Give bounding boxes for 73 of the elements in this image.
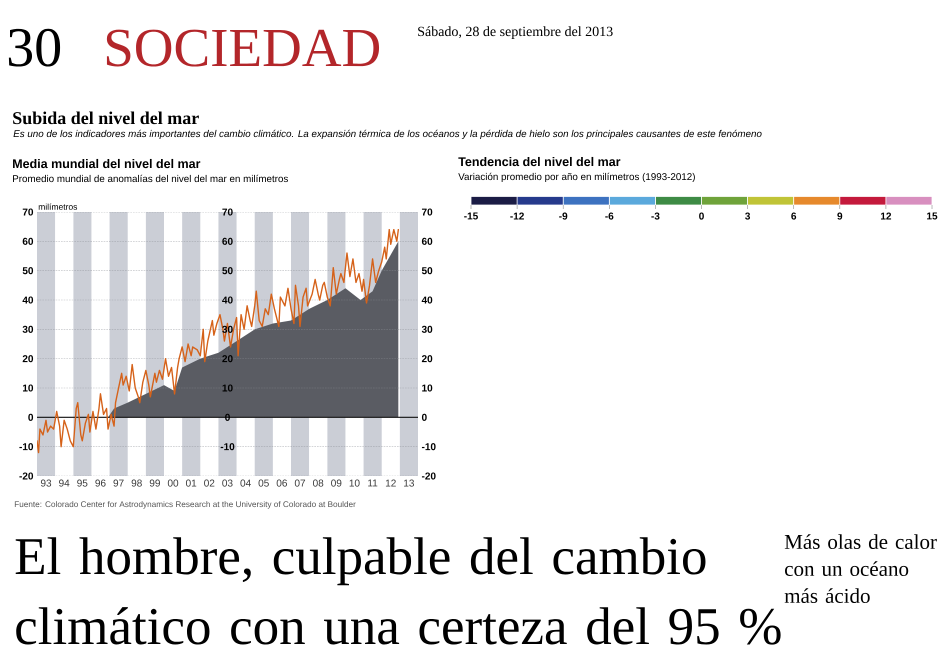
y-tick-label: 0 [28,414,34,421]
y-tick-label: -10 [19,443,34,450]
x-tick-label: 12 [880,212,892,220]
x-tick-label: 93 [40,480,52,487]
x-tick-label: 13 [404,480,414,487]
chart-title: Media mundial del nivel del mar [13,158,200,168]
x-tick-label: 08 [313,480,324,487]
x-tick-label: 98 [132,480,142,487]
y-tick-label: 50 [22,267,34,274]
y3-tick-label: 60 [222,238,233,245]
x-tick-label: 10 [350,480,360,487]
y3-tick-label: 50 [222,267,233,274]
y3-tick-label: 0 [225,414,230,421]
x-tick-label: -3 [651,212,660,220]
x-tick-label: 07 [294,480,306,487]
y2-tick-label: 50 [422,267,432,274]
y3-tick-label: -10 [220,443,234,450]
x-tick-label: 97 [113,480,124,487]
y3-tick-label: 70 [222,208,233,216]
x-tick-label: 6 [791,212,796,220]
x-tick-label: 03 [222,480,233,487]
text: El hombre, culpable del cambio climático con una certeza del 95 % [16,537,781,645]
chart-subtitle: Promedio mundial de anomalías del nivel del mar en milímetros [13,174,288,182]
chart-title: Tendencia del nivel del mar [458,156,620,166]
y3-tick-label: 40 [222,296,233,304]
x-tick-label: 09 [331,480,342,487]
x-tick-label: 04 [240,480,251,487]
x-tick-label: 01 [186,480,196,487]
y-tick-label: 20 [22,355,34,362]
y2-tick-label: 60 [422,238,432,245]
line-series [37,228,400,454]
y3-tick-label: 20 [222,355,233,362]
x-tick-label: 05 [258,480,269,487]
x-tick-label: 00 [168,480,178,487]
y2-tick-label: -20 [422,472,436,480]
x-tick-label: 94 [59,480,70,487]
y2-tick-label: -10 [422,443,436,450]
x-tick-label: 12 [386,480,396,487]
x-tick-label: 99 [150,480,160,487]
y3-tick-label: 10 [222,384,233,392]
y2-tick-label: 30 [422,326,432,333]
source-note: Fuente: Colorado Center for Astrodynamics Research at the University of Colorado at Boulder [14,501,356,509]
y2-tick-label: 10 [422,384,432,392]
x-tick-label: 06 [276,480,287,487]
y-tick-label: 60 [22,238,34,245]
text: Más olas de calor con un océano más ácido [784,534,937,604]
x-tick-label: 9 [837,212,842,220]
chart-subtitle: Variación promedio por año en milímetros (1993-2012) [458,172,695,182]
x-tick-label: 11 [368,480,378,486]
x-tick-label: 15 [927,212,938,220]
x-tick-label: 3 [745,212,750,220]
text: Subida del nivel del mar [13,112,199,124]
x-tick-label: 0 [699,212,704,220]
x-tick-label: 95 [77,480,88,487]
y2-tick-label: 20 [422,355,432,362]
y-tick-label: 30 [22,326,34,333]
y-tick-label: 70 [22,208,34,216]
text: Es uno de los indicadores más importantes del cambio climático. La expansión térmica de los océanos y la pérdida de hielo son los principales causantes de este fenómeno [14,130,762,140]
y-axis-title: milímetros [38,203,78,210]
y-tick-label: -20 [19,472,34,480]
y-tick-label: 10 [22,384,34,392]
text: Sábado, 28 de septiembre del 2013 [418,26,613,39]
y2-tick-label: 70 [422,208,432,216]
x-tick-label: 02 [204,480,214,487]
y-tick-label: 40 [22,296,34,304]
text: SOCIEDAD [106,30,380,67]
x-tick-label: 96 [95,480,106,487]
x-tick-label: -9 [559,212,568,220]
x-tick-label: -12 [510,212,524,220]
x-tick-label: -6 [605,212,614,220]
x-tick-label: -15 [464,212,478,220]
y2-tick-label: 40 [422,296,432,304]
y2-tick-label: 0 [422,414,427,421]
